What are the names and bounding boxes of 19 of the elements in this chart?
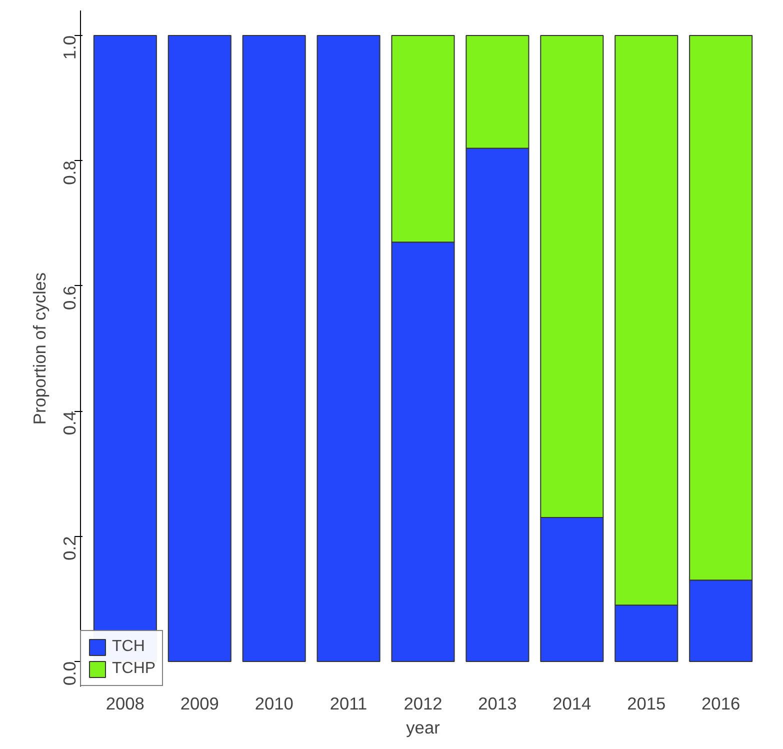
y-tick-label: 0.8	[60, 160, 80, 185]
x-tick-label: 2011	[330, 694, 368, 714]
y-axis-title: Proportion of cycles	[30, 272, 50, 425]
x-tick-label: 2009	[180, 694, 219, 714]
x-tick-label: 2016	[702, 694, 740, 714]
y-tick-label: 0.0	[60, 661, 80, 686]
x-axis-title: year	[406, 718, 440, 738]
y-tick-label: 0.4	[60, 410, 80, 436]
x-tick-label: 2015	[627, 694, 666, 714]
x-tick-label: 2010	[254, 694, 294, 714]
y-tick-label: 1.0	[60, 36, 80, 60]
y-tick-label: 0.2	[60, 536, 80, 560]
x-tick-label: 2014	[552, 694, 592, 714]
x-tick-label: 2012	[404, 694, 442, 714]
legend-label: TCH	[112, 638, 145, 656]
x-tick-label: 2013	[478, 694, 517, 714]
legend-label: TCHP	[112, 660, 156, 678]
x-tick-label: 2008	[106, 694, 144, 714]
y-tick-label: 0.6	[60, 286, 80, 310]
